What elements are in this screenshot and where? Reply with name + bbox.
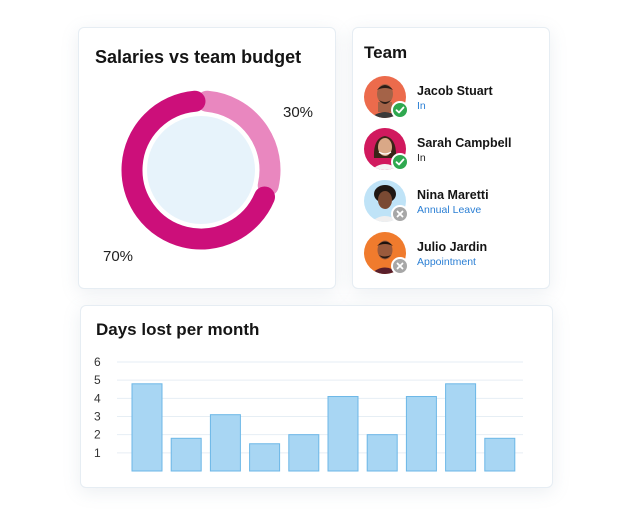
check-icon — [391, 101, 409, 119]
member-name: Nina Maretti — [417, 188, 489, 202]
team-card: Team Jacob Stuart In — [352, 27, 550, 289]
bar — [288, 434, 320, 472]
check-icon — [391, 153, 409, 171]
avatar — [364, 128, 406, 170]
bar — [209, 414, 241, 472]
team-member-nina[interactable]: Nina Maretti Annual Leave — [364, 180, 544, 223]
y-tick-label: 3 — [94, 410, 101, 424]
y-tick-label: 1 — [94, 446, 101, 460]
avatar — [364, 76, 406, 118]
team-member-julio[interactable]: Julio Jardin Appointment — [364, 232, 544, 275]
salaries-donut-chart — [121, 90, 281, 250]
cross-icon — [391, 257, 409, 275]
bar — [366, 434, 398, 472]
bar — [445, 383, 477, 472]
donut-label-large: 70% — [103, 248, 134, 265]
donut-slice-70 — [121, 90, 276, 250]
member-status: In — [417, 152, 426, 164]
y-tick-label: 2 — [94, 428, 101, 442]
avatar — [364, 180, 406, 222]
y-tick-label: 6 — [94, 355, 101, 369]
cross-icon — [391, 205, 409, 223]
bar — [249, 443, 281, 472]
team-card-title: Team — [364, 43, 408, 62]
member-status: Annual Leave — [417, 204, 482, 216]
team-member-sarah[interactable]: Sarah Campbell In — [364, 128, 544, 171]
member-name: Jacob Stuart — [417, 84, 493, 98]
days-lost-bar-chart: 1 2 3 4 5 6 — [94, 355, 523, 472]
salaries-card: Salaries vs team budget 30% 70% — [78, 27, 336, 289]
bar — [131, 383, 163, 472]
team-member-jacob[interactable]: Jacob Stuart In — [364, 76, 544, 119]
days-lost-card-title: Days lost per month — [96, 320, 260, 339]
bar — [327, 396, 359, 472]
member-status: Appointment — [417, 256, 476, 268]
avatar — [364, 232, 406, 274]
bar — [484, 437, 516, 472]
member-status: In — [417, 100, 426, 112]
bar — [170, 437, 202, 472]
member-name: Sarah Campbell — [417, 136, 512, 150]
member-name: Julio Jardin — [417, 240, 488, 254]
y-tick-label: 5 — [94, 373, 101, 387]
bar — [405, 396, 437, 472]
donut-label-small: 30% — [283, 104, 314, 121]
salaries-card-title: Salaries vs team budget — [95, 47, 302, 67]
y-tick-label: 4 — [94, 391, 101, 405]
days-lost-card: Days lost per month 1 2 3 4 5 6 — [80, 305, 553, 488]
donut-slice-30 — [196, 90, 281, 197]
donut-center — [147, 116, 255, 224]
